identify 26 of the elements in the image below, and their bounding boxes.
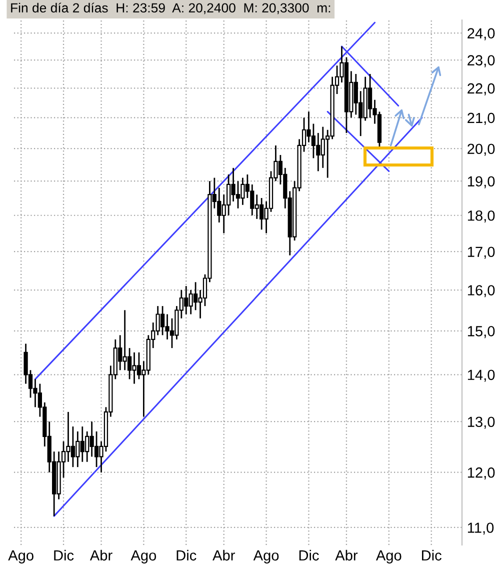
y-tick-label: 23,0 (468, 55, 495, 68)
y-tick-label: 13,0 (468, 416, 495, 429)
x-tick-label: Ago (8, 550, 34, 564)
y-tick-label: 17,0 (468, 246, 495, 259)
x-tick-label: Abr (212, 550, 235, 561)
y-tick-label: 20,0 (468, 144, 495, 156)
y-tick-label: 15,0 (468, 326, 495, 338)
y-tick-label: 24,0 (468, 28, 495, 40)
y-tick-label: 22,0 (468, 83, 495, 96)
x-tick-label: Ago (253, 550, 279, 564)
x-tick-label: Dic (176, 550, 196, 561)
y-tick-label: 19,0 (468, 176, 495, 188)
y-tick-label: 18,0 (468, 210, 495, 223)
y-tick-label: 14,0 (468, 370, 495, 382)
x-tick-label: Dic (299, 550, 319, 561)
y-tick-label: 21,0 (468, 112, 495, 125)
chart-title: Fin de día 2 días H: 23:59 A: 20,2400 M: 20,3300 m: (11, 2, 330, 14)
x-tick-label: Ago (376, 550, 402, 564)
y-tick-label: 12,0 (468, 467, 495, 480)
x-tick-label: Dic (54, 550, 74, 561)
x-tick-label: Ago (130, 550, 156, 564)
x-tick-label: Abr (335, 550, 358, 561)
x-tick-label: Dic (422, 550, 442, 561)
y-tick-label: 11,0 (468, 522, 494, 535)
y-tick-label: 16,0 (468, 285, 495, 298)
x-tick-label: Abr (90, 550, 112, 561)
